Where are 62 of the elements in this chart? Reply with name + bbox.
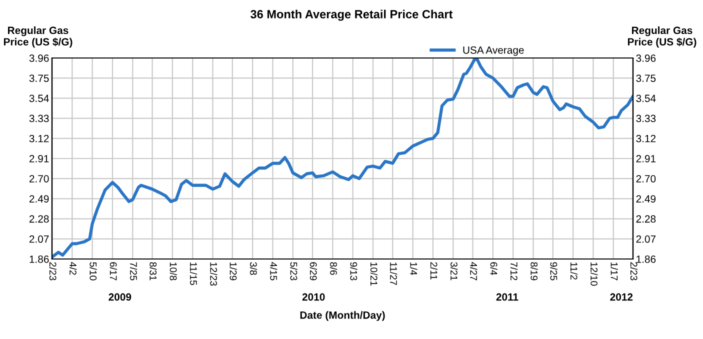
x-tick-label: 9/25 [550, 262, 558, 280]
x-tick-label: 12/10 [590, 262, 598, 286]
x-tick-label: 6/29 [310, 262, 318, 280]
legend-label: USA Average [463, 46, 524, 56]
x-tick-label: 1/17 [610, 262, 618, 280]
x-tick-label: 5/23 [290, 262, 298, 280]
chart-title: 36 Month Average Retail Price Chart [250, 10, 453, 21]
x-tick-label: 6/17 [110, 262, 118, 280]
y-tick-label: 3.33 [29, 114, 49, 122]
y-tick-label: 2.91 [29, 155, 49, 162]
text: 2012 [610, 293, 633, 301]
x-tick-label: 12/23 [210, 262, 218, 286]
y-tick-label: 2.07 [29, 235, 49, 243]
text: 2010 [302, 293, 325, 301]
x-tick-label: 7/25 [130, 262, 138, 280]
x-tick-label: 11/2 [570, 262, 578, 280]
y2-axis-title: Regular Gas Price (US $/G) [628, 26, 696, 48]
y2-tick-label: 3.12 [636, 134, 656, 142]
x-tick-label: 9/13 [350, 262, 358, 280]
x-tick-label: 7/12 [510, 262, 518, 280]
x-tick-label: 3/21 [450, 262, 458, 280]
y-tick-label: 3.54 [29, 94, 49, 102]
y-tick-label: 3.96 [29, 54, 49, 62]
y-tick-label: 3.12 [29, 134, 49, 142]
x-tick-label: 2/23 [630, 262, 638, 280]
y2-tick-label: 2.49 [636, 195, 656, 203]
y2-tick-label: 2.91 [636, 155, 656, 162]
x-tick-label: 1/4 [410, 262, 418, 276]
y-tick-label: 1.86 [30, 256, 49, 263]
x-tick-label: 1/29 [230, 262, 237, 280]
y-tick-label: 2.70 [29, 175, 49, 182]
y2-tick-label: 3.54 [636, 94, 656, 102]
x-tick-label: 8/6 [330, 262, 338, 275]
x-tick-label: 4/27 [470, 262, 478, 280]
y2-tick-label: 3.75 [636, 74, 656, 82]
x-tick-label: 10/8 [170, 262, 177, 280]
y2-tick-label: 2.07 [636, 235, 656, 243]
y-axis-title: Regular Gas Price (US $/G) [4, 26, 72, 48]
x-tick-label: 6/4 [490, 262, 498, 276]
text: 2011 [496, 293, 518, 301]
x-axis-title: Date (Month/Day) [300, 311, 385, 321]
x-tick-label: 11/27 [390, 262, 398, 285]
y-tick-label: 2.49 [29, 195, 49, 203]
y2-tick-label: 3.96 [636, 54, 656, 62]
x-tick-label: 3/8 [250, 262, 258, 275]
y2-tick-label: 1.86 [636, 256, 656, 263]
y-tick-label: 2.28 [29, 215, 49, 223]
y2-tick-label: 2.28 [636, 215, 656, 223]
x-tick-label: 5/10 [90, 262, 97, 280]
line-series [52, 58, 633, 259]
x-tick-label: 10/21 [370, 262, 378, 286]
x-tick-label: 8/31 [150, 262, 157, 280]
x-tick-label: 2/11 [430, 262, 438, 280]
text: 2009 [108, 293, 132, 301]
x-tick-label: 4/15 [270, 262, 278, 280]
x-tick-label: 4/2 [70, 262, 77, 275]
y2-tick-label: 2.70 [636, 175, 656, 182]
x-tick-label: 2/23 [49, 262, 57, 280]
y-tick-label: 3.75 [29, 74, 49, 82]
x-tick-label: 11/15 [190, 262, 198, 285]
x-tick-label: 8/19 [530, 262, 538, 280]
y2-tick-label: 3.33 [636, 114, 656, 122]
